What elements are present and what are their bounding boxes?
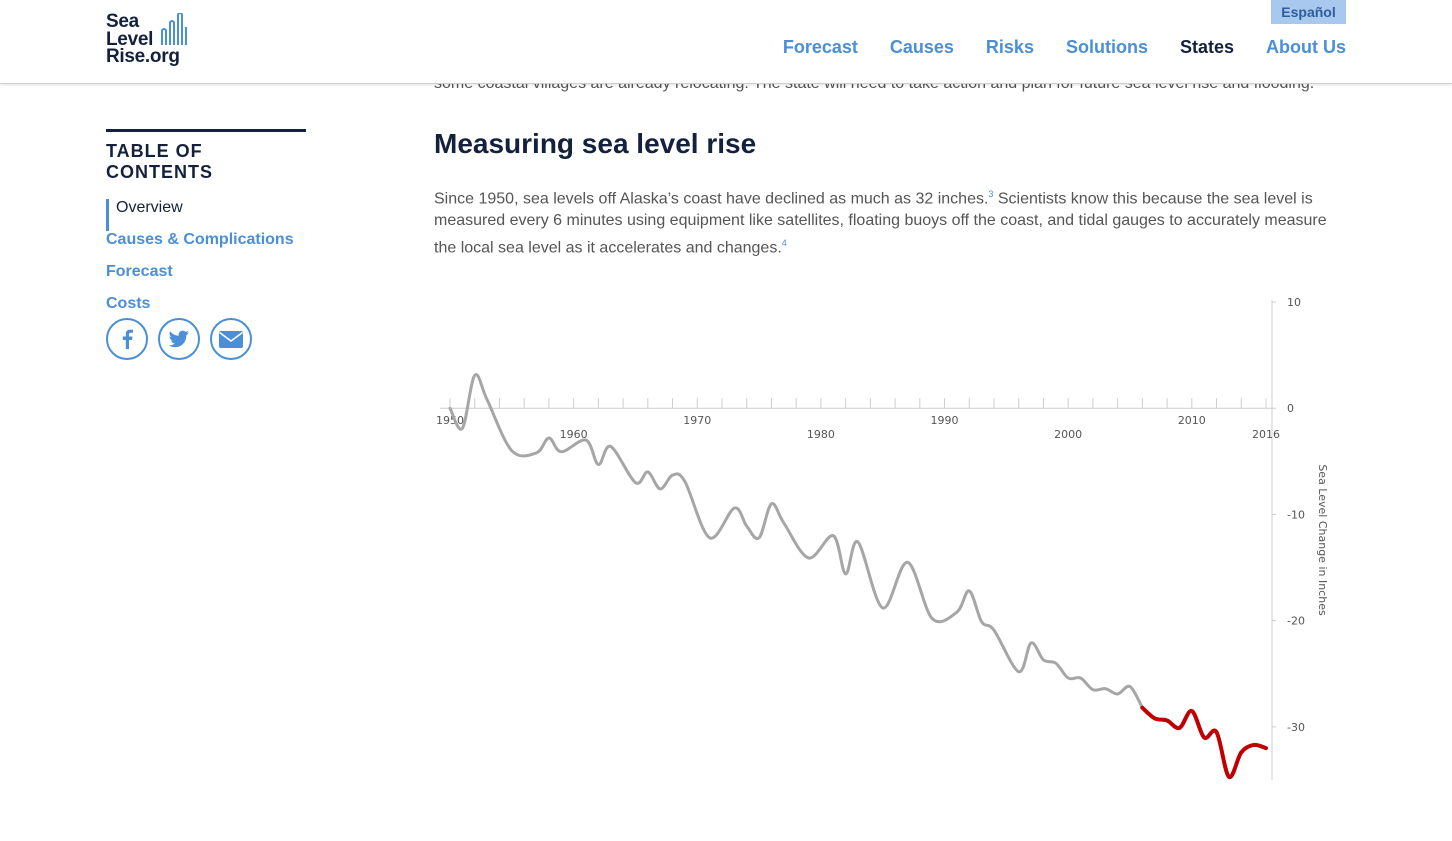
logo-line: Rise.org bbox=[106, 46, 180, 67]
toc-link[interactable]: Overview bbox=[106, 199, 306, 231]
x-tick-label: 1950 bbox=[436, 414, 464, 427]
y-tick-label: -20 bbox=[1287, 615, 1305, 628]
site-header: Sea Level Rise.org Español Forecast Caus… bbox=[0, 0, 1452, 84]
language-button[interactable]: Español bbox=[1271, 0, 1346, 24]
paragraph-text: Scientists know this because the sea lev… bbox=[434, 190, 1327, 257]
y-tick-label: 10 bbox=[1287, 296, 1301, 309]
footnote-ref[interactable]: 4 bbox=[781, 238, 787, 249]
toc-title: TABLE OF CONTENTS bbox=[106, 141, 213, 182]
nav-link[interactable]: Forecast bbox=[782, 37, 858, 57]
x-tick-label: 1990 bbox=[931, 414, 959, 427]
y-tick-label: 0 bbox=[1287, 402, 1294, 415]
footnote-ref[interactable]: 3 bbox=[988, 189, 994, 199]
nav-link[interactable]: Causes bbox=[889, 37, 954, 57]
paragraph: Since 1950, sea levels off Alaska’s coas… bbox=[434, 183, 1334, 260]
section-heading: Measuring sea level rise bbox=[434, 128, 757, 159]
x-tick-label: 1980 bbox=[807, 428, 835, 441]
logo-icon bbox=[161, 13, 187, 45]
x-tick-label: 2016 bbox=[1252, 428, 1280, 441]
y-tick-label: -30 bbox=[1287, 721, 1305, 734]
x-tick-label: 2000 bbox=[1054, 428, 1082, 441]
x-tick-label: 1970 bbox=[683, 414, 711, 427]
facebook-button[interactable] bbox=[106, 318, 148, 360]
line-series bbox=[1140, 705, 1268, 779]
social-links bbox=[106, 318, 252, 360]
logo-line: Level bbox=[106, 28, 154, 50]
logo[interactable]: Sea Level Rise.org bbox=[106, 11, 187, 67]
twitter-button[interactable] bbox=[158, 318, 200, 360]
nav-link[interactable]: States bbox=[1179, 37, 1234, 57]
main-nav: Forecast Causes Risks Solutions States A… bbox=[783, 37, 1346, 58]
email-button[interactable] bbox=[210, 318, 252, 360]
logo-line: Sea bbox=[106, 11, 139, 32]
x-tick-label: 2010 bbox=[1178, 414, 1206, 427]
nav-link[interactable]: About Us bbox=[1266, 37, 1346, 57]
nav-link[interactable]: Solutions bbox=[1065, 37, 1148, 57]
line-series bbox=[448, 372, 1144, 710]
y-axis-label: Sea Level Change in Inches bbox=[1316, 464, 1329, 616]
table-of-contents: TABLE OF CONTENTS Overview Causes & Comp… bbox=[106, 129, 306, 327]
paragraph-text: Since 1950, sea levels off Alaska’s coas… bbox=[434, 190, 989, 208]
x-tick-label: 1960 bbox=[560, 428, 588, 441]
toc-link[interactable]: Forecast bbox=[106, 263, 173, 280]
toc-link[interactable]: Costs bbox=[106, 295, 151, 312]
nav-link[interactable]: Risks bbox=[985, 37, 1034, 57]
y-tick-label: -10 bbox=[1287, 508, 1305, 521]
toc-link[interactable]: Causes & Complications bbox=[106, 231, 294, 248]
